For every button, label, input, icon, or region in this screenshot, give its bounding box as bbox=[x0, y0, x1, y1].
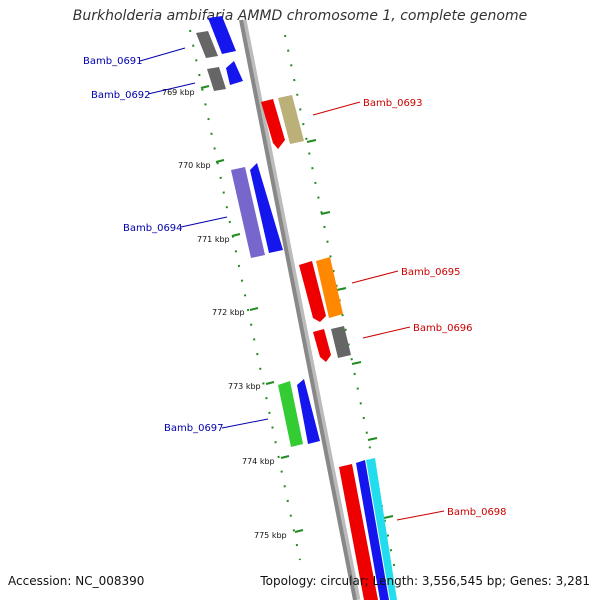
tick-label: 769 kbp bbox=[162, 88, 195, 97]
leader-bamb-0692 bbox=[147, 82, 196, 95]
leader-bamb-0696 bbox=[362, 326, 411, 339]
tick-mark bbox=[200, 85, 210, 89]
tick-mark bbox=[351, 361, 362, 365]
gene-bamb-0697[interactable] bbox=[278, 379, 320, 447]
gene-bamb-0693[interactable] bbox=[261, 95, 304, 149]
gene-label-bamb-0698[interactable]: Bamb_0698 bbox=[447, 507, 507, 518]
gene-label-bamb-0691[interactable]: Bamb_0691 bbox=[83, 56, 143, 67]
tick-mark bbox=[231, 233, 241, 237]
tick-mark bbox=[265, 381, 275, 385]
chromosome-backbone bbox=[239, 19, 357, 600]
leader-bamb-0693 bbox=[312, 101, 361, 116]
gene-bamb-0696[interactable] bbox=[313, 326, 351, 362]
leader-bamb-0697 bbox=[221, 418, 269, 429]
gene-label-bamb-0693[interactable]: Bamb_0693 bbox=[363, 98, 423, 109]
tick-label: 770 kbp bbox=[178, 161, 211, 170]
tick-mark bbox=[294, 529, 304, 533]
tick-mark bbox=[249, 307, 259, 311]
tick-label: 775 kbp bbox=[254, 531, 287, 540]
left-dotted-track bbox=[189, 29, 301, 561]
leader-bamb-0695 bbox=[351, 270, 399, 284]
gene-label-bamb-0696[interactable]: Bamb_0696 bbox=[413, 323, 473, 334]
gene-label-bamb-0692[interactable]: Bamb_0692 bbox=[91, 90, 151, 101]
tick-label: 771 kbp bbox=[197, 235, 230, 244]
leader-bamb-0691 bbox=[139, 47, 186, 62]
gene-bamb-0695[interactable] bbox=[299, 257, 343, 322]
tick-mark bbox=[215, 159, 225, 163]
gene-bamb-0698[interactable] bbox=[339, 458, 397, 600]
tick-label: 774 kbp bbox=[242, 457, 275, 466]
tick-mark bbox=[383, 515, 394, 519]
gene-bamb-0691[interactable] bbox=[196, 16, 236, 58]
right-dotted-track bbox=[284, 34, 396, 571]
tick-mark bbox=[320, 211, 331, 215]
leader-bamb-0698 bbox=[396, 510, 445, 521]
gene-label-bamb-0695[interactable]: Bamb_0695 bbox=[401, 267, 461, 278]
tick-mark bbox=[367, 437, 378, 441]
map-title: Burkholderia ambifaria AMMD chromosome 1… bbox=[72, 8, 528, 24]
genome-summary-text: Topology: circular; Length: 3,556,545 bp… bbox=[260, 574, 590, 588]
accession-text: Accession: NC_008390 bbox=[8, 574, 145, 588]
tick-mark bbox=[336, 287, 347, 291]
gene-bamb-0694[interactable] bbox=[231, 163, 283, 258]
gene-label-bamb-0694[interactable]: Bamb_0694 bbox=[123, 223, 183, 234]
tick-label: 773 kbp bbox=[228, 382, 261, 391]
tick-mark bbox=[280, 455, 290, 459]
gene-bamb-0692[interactable] bbox=[207, 61, 243, 91]
tick-mark bbox=[306, 139, 317, 143]
major-ticks bbox=[200, 85, 394, 533]
tick-label: 772 kbp bbox=[212, 308, 245, 317]
gene-label-bamb-0697[interactable]: Bamb_0697 bbox=[164, 423, 224, 434]
leader-bamb-0694 bbox=[180, 216, 228, 228]
